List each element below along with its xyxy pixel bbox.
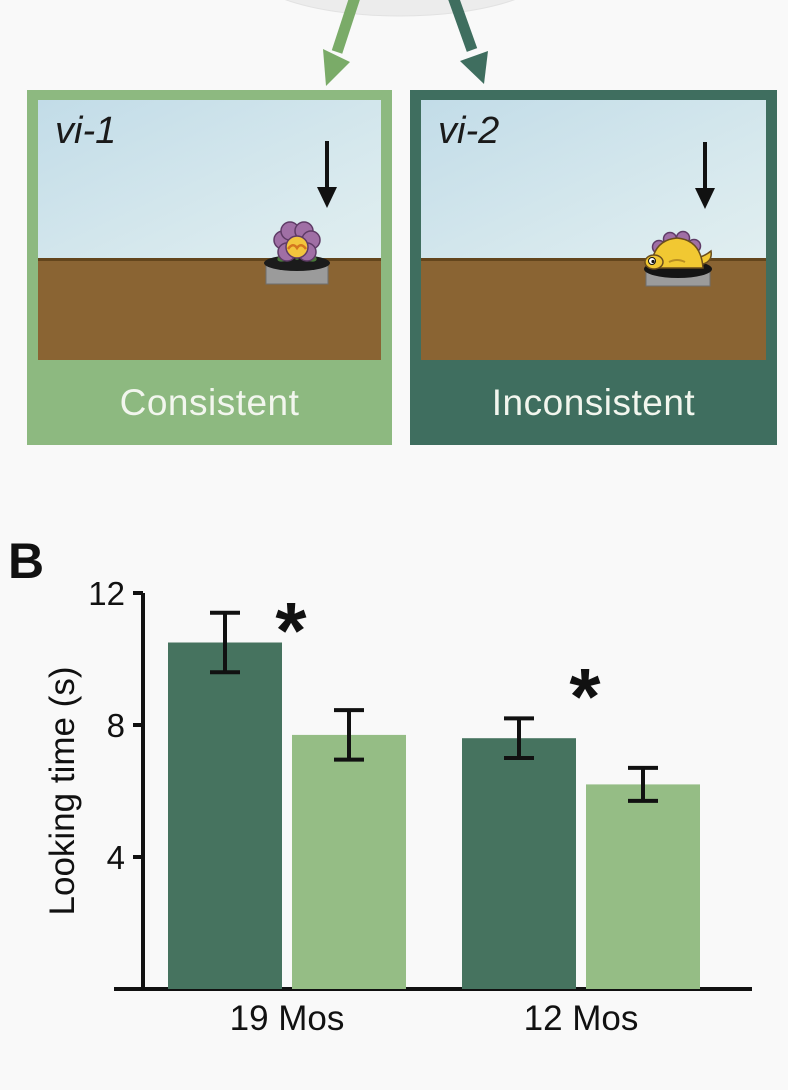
- stimulus-panel-vi-2: vi-2 Inconsistent: [410, 90, 777, 445]
- significance-asterisk: *: [569, 652, 601, 741]
- stimulus-panel-vi-1: vi-1 Consistent: [27, 90, 392, 445]
- drop-arrow-icon: [695, 142, 715, 209]
- y-axis-title: Looking time (s): [43, 667, 82, 916]
- occluder-ellipse: [284, 0, 516, 17]
- panel-label-vi-1: vi-1: [55, 110, 117, 152]
- flower-illustration: [273, 221, 321, 262]
- y-tick-label: 8: [107, 707, 125, 744]
- panel-caption-inconsistent: Inconsistent: [491, 381, 696, 423]
- branching-diagram: [284, 0, 516, 86]
- scene-vi-2: vi-2: [421, 100, 766, 360]
- bar-12-mos-consistent: [586, 784, 700, 989]
- bar-19-mos-consistent: [292, 734, 406, 989]
- branch-arrow-left-icon: [323, 0, 360, 86]
- y-tick-label: 4: [107, 839, 125, 876]
- panel-label-vi-2: vi-2: [438, 110, 500, 152]
- scene-art-vi-1: [264, 141, 337, 285]
- bar-12-mos-inconsistent: [462, 738, 576, 989]
- x-category-label: 12 Mos: [524, 999, 639, 1038]
- y-tick-label: 12: [88, 575, 125, 612]
- drop-arrow-icon: [317, 141, 337, 208]
- scene-vi-1: vi-1: [38, 100, 381, 360]
- branch-arrow-right-icon: [448, 0, 488, 84]
- significance-asterisk: *: [275, 586, 307, 675]
- creature-illustration: [644, 230, 712, 270]
- scene-art-vi-2: [644, 142, 715, 287]
- section-b-label: B: [8, 533, 45, 589]
- looking-time-bar-chart: 4 8 12 Looking time (s) 19 Mos 12 Mos * *: [43, 575, 752, 1038]
- panel-caption-consistent: Consistent: [119, 381, 300, 423]
- bar-19-mos-inconsistent: [168, 642, 282, 989]
- x-category-label: 19 Mos: [230, 999, 345, 1038]
